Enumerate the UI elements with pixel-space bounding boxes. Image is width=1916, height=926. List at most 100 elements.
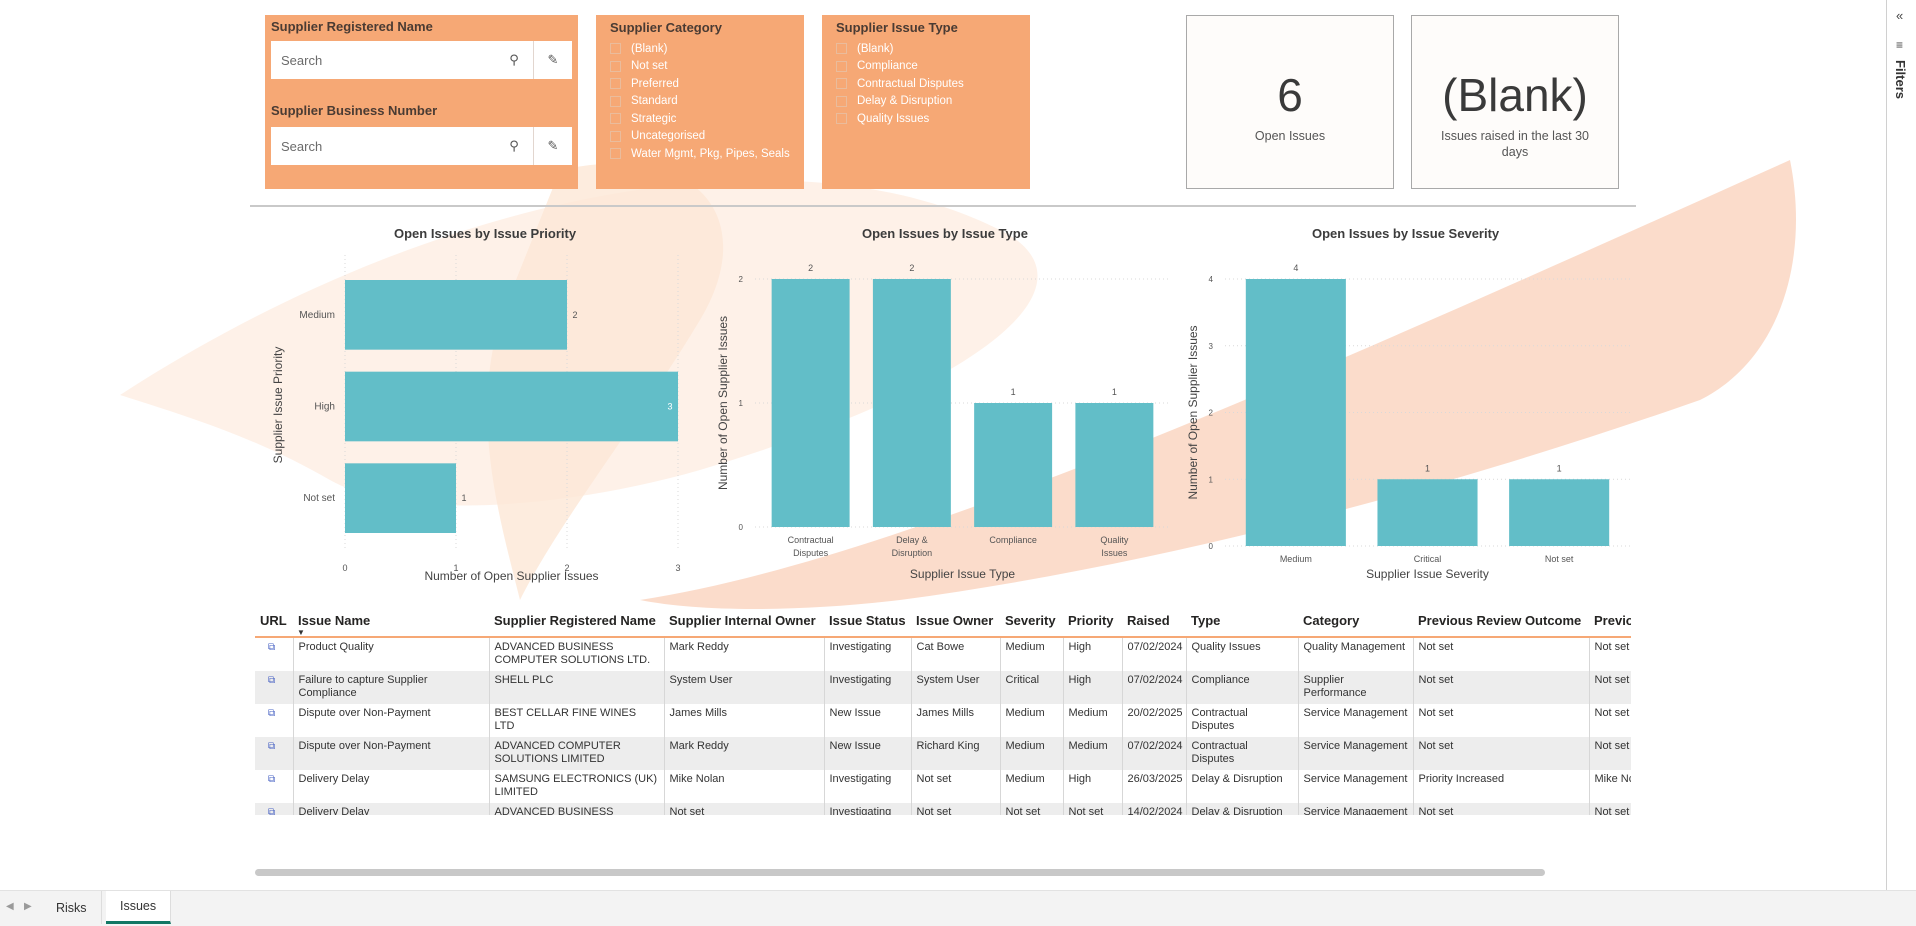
x-category-label: Medium	[1280, 554, 1312, 564]
table-cell: Service Management	[1297, 770, 1413, 803]
checklist-item[interactable]: Water Mgmt, Pkg, Pipes, Seals ...	[610, 145, 790, 163]
url-cell[interactable]: ⧉	[255, 704, 293, 737]
checklist-item[interactable]: Delay & Disruption	[836, 93, 1016, 111]
url-cell[interactable]: ⧉	[255, 803, 293, 815]
link-icon[interactable]: ⧉	[268, 642, 276, 653]
checklist-item[interactable]: Not set	[610, 58, 790, 76]
checkbox[interactable]	[610, 95, 621, 107]
column-header[interactable]: Issue Status	[824, 610, 911, 638]
horizontal-scrollbar[interactable]	[255, 869, 1545, 876]
column-header[interactable]: Issue Name ▼	[293, 610, 489, 638]
search-icon[interactable]: ⚲	[509, 138, 519, 153]
supplier-name-search[interactable]: Search ⚲ ✎	[271, 41, 572, 79]
bar[interactable]	[1509, 479, 1610, 546]
chart-title: Open Issues by Issue Priority	[394, 226, 577, 241]
next-page-icon[interactable]: ▶	[24, 901, 32, 912]
table-cell: Mark Reddy	[663, 637, 824, 671]
checkbox[interactable]	[836, 113, 847, 125]
link-icon[interactable]: ⧉	[268, 774, 276, 785]
sort-descending-icon[interactable]: ▼	[297, 628, 305, 637]
bar[interactable]	[345, 280, 567, 350]
table-row[interactable]: ⧉ Failure to capture Supplier Compliance S…	[255, 671, 1631, 704]
severity-bar-chart[interactable]: 0 1 2 3 4 4 Medium 1 Critical 1 Not set Supplier Is…	[1185, 245, 1635, 585]
url-cell[interactable]: ⧉	[255, 770, 293, 803]
checkbox[interactable]	[610, 60, 621, 72]
column-header[interactable]: Type	[1186, 610, 1298, 638]
tab-issues[interactable]: Issues	[106, 891, 172, 924]
bar[interactable]	[1377, 479, 1478, 546]
bar[interactable]	[345, 463, 456, 533]
checkbox[interactable]	[610, 78, 621, 90]
checklist-item[interactable]: Standard	[610, 93, 790, 111]
collapse-icon[interactable]: «	[1896, 8, 1904, 23]
checklist-item[interactable]: (Blank)	[836, 40, 1016, 58]
bar[interactable]	[345, 371, 678, 442]
search-icon[interactable]: ⚲	[509, 52, 519, 67]
column-header[interactable]: Severity	[1000, 610, 1063, 638]
eraser-icon[interactable]: ✎	[547, 138, 559, 153]
column-header[interactable]: Priority	[1063, 610, 1122, 638]
prev-page-icon[interactable]: ◀	[6, 901, 14, 912]
tab-risks[interactable]: Risks	[42, 891, 102, 924]
table-cell: Not set	[1412, 704, 1589, 737]
search-input[interactable]: Search	[281, 138, 323, 154]
slicer-title: Supplier Business Number	[271, 103, 438, 118]
table-cell: Investigating	[823, 770, 911, 803]
table-row[interactable]: ⧉ Delivery Delay SAMSUNG ELECTRONICS (UK) …	[255, 770, 1631, 803]
tab-label: Issues	[120, 899, 157, 913]
column-header[interactable]: URL	[255, 610, 293, 638]
column-header[interactable]: Category	[1298, 610, 1413, 638]
bar[interactable]	[1075, 403, 1154, 527]
checkbox[interactable]	[836, 95, 847, 107]
column-header[interactable]: Issue Owner	[911, 610, 1000, 638]
link-icon[interactable]: ⧉	[268, 675, 276, 686]
bar[interactable]	[771, 279, 850, 527]
column-header[interactable]: Previo	[1589, 610, 1631, 638]
card-value: 6	[1277, 69, 1303, 121]
checklist-item[interactable]: Compliance	[836, 58, 1016, 76]
business-number-search[interactable]: Search ⚲ ✎	[271, 127, 572, 165]
checklist-item[interactable]: (Blank)	[610, 40, 790, 58]
issue-type-bar-chart[interactable]: 0 1 2 2 Contractual Disputes 2 Delay & Disruptio…	[715, 245, 1175, 585]
checkbox[interactable]	[610, 113, 621, 125]
column-header[interactable]: Raised	[1122, 610, 1186, 638]
checklist-item[interactable]: Preferred	[610, 75, 790, 93]
checkbox[interactable]	[610, 148, 621, 160]
checkbox[interactable]	[836, 60, 847, 72]
checkbox[interactable]	[836, 78, 847, 90]
url-cell[interactable]: ⧉	[255, 737, 293, 770]
search-input[interactable]: Search	[281, 52, 323, 68]
table-row[interactable]: ⧉ Dispute over Non-Payment BEST CELLAR FIN…	[255, 704, 1631, 737]
bar[interactable]	[1245, 279, 1346, 546]
link-icon[interactable]: ⧉	[268, 807, 276, 815]
checklist-item[interactable]: Uncategorised	[610, 128, 790, 146]
checklist-label: (Blank)	[631, 42, 668, 55]
checkbox[interactable]	[836, 43, 847, 55]
table-row[interactable]: ⧉ Product Quality ADVANCED BUSINESS COMPUT…	[255, 637, 1631, 671]
column-header[interactable]: Supplier Internal Owner	[664, 610, 824, 638]
section-divider	[250, 205, 1636, 207]
filters-label[interactable]: Filters	[1893, 60, 1908, 100]
url-cell[interactable]: ⧉	[255, 637, 293, 671]
checkbox[interactable]	[610, 130, 621, 142]
url-cell[interactable]: ⧉	[255, 671, 293, 704]
checklist-label: Water Mgmt, Pkg, Pipes, Seals ...	[631, 147, 790, 160]
column-header[interactable]: Supplier Registered Name	[489, 610, 664, 638]
link-icon[interactable]: ⧉	[268, 708, 276, 719]
filters-pane[interactable]: « ≡ Filters	[1886, 0, 1916, 890]
column-header[interactable]: Previous Review Outcome	[1413, 610, 1589, 638]
table-cell: High	[1062, 637, 1122, 671]
eraser-icon[interactable]: ✎	[547, 52, 559, 67]
bar[interactable]	[974, 403, 1053, 527]
checklist-item[interactable]: Quality Issues	[836, 110, 1016, 128]
table-row[interactable]: ⧉ Dispute over Non-Payment ADVANCED COMPUT…	[255, 737, 1631, 770]
table-cell: Not set	[1588, 803, 1631, 815]
checkbox[interactable]	[610, 43, 621, 55]
link-icon[interactable]: ⧉	[268, 741, 276, 752]
issues-table[interactable]: URL Issue Name ▼ Supplier Registered Name Su…	[255, 610, 1631, 815]
checklist-item[interactable]: Strategic	[610, 110, 790, 128]
bar[interactable]	[872, 279, 951, 527]
checklist-item[interactable]: Contractual Disputes	[836, 75, 1016, 93]
